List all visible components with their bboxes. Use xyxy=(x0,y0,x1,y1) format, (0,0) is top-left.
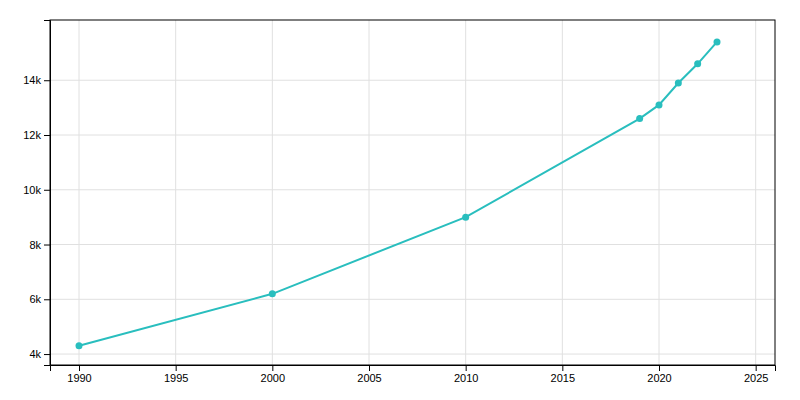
y-tick-label: 14k xyxy=(23,74,41,86)
y-tick-mark xyxy=(44,80,50,81)
grid-line-x xyxy=(79,20,80,365)
x-tick: 1990 xyxy=(67,365,91,384)
grid-line-x xyxy=(465,20,466,365)
x-tick-label: 2005 xyxy=(357,372,381,384)
y-tick-mark xyxy=(44,354,50,355)
y-tick: 8k xyxy=(29,239,50,251)
y-axis: 4k 6k 8k 10k 12k 14k xyxy=(23,21,50,366)
x-tick-label: 2020 xyxy=(647,372,671,384)
grid-line-y xyxy=(50,354,775,355)
grid-line-y xyxy=(50,299,775,300)
x-axis-line xyxy=(51,366,776,372)
point xyxy=(656,101,663,108)
point xyxy=(269,290,276,297)
y-tick-mark xyxy=(44,245,50,246)
grid-line-x xyxy=(562,20,563,365)
y-tick: 14k xyxy=(23,74,50,86)
point xyxy=(675,79,682,86)
y-tick: 10k xyxy=(23,184,50,196)
x-tick-label: 2010 xyxy=(454,372,478,384)
y-tick-label: 10k xyxy=(23,184,41,196)
x-tick: 1995 xyxy=(164,365,188,384)
grid-line-x xyxy=(369,20,370,365)
y-tick-mark xyxy=(44,190,50,191)
point xyxy=(694,60,701,67)
x-tick-label: 2025 xyxy=(744,372,768,384)
x-tick: 2025 xyxy=(744,365,768,384)
y-tick-label: 12k xyxy=(23,129,41,141)
point xyxy=(462,214,469,221)
point xyxy=(76,342,83,349)
grid-line-y xyxy=(50,135,775,136)
y-tick-mark xyxy=(44,135,50,136)
point xyxy=(714,38,721,45)
x-tick-label: 2000 xyxy=(261,372,285,384)
x-tick-label: 1995 xyxy=(164,372,188,384)
y-axis-line xyxy=(44,21,51,366)
grid-line-x xyxy=(659,20,660,365)
x-axis: 1990 1995 2000 2005 2010 2015 2020 2025 xyxy=(51,365,776,384)
point xyxy=(636,115,643,122)
x-tick-mark xyxy=(466,365,467,371)
x-tick: 2010 xyxy=(454,365,478,384)
x-tick: 2005 xyxy=(357,365,381,384)
x-tick-mark xyxy=(369,365,370,371)
y-tick-mark xyxy=(44,299,50,300)
data-layer xyxy=(76,38,721,349)
x-tick-label: 2015 xyxy=(551,372,575,384)
line xyxy=(79,42,717,346)
x-tick-mark xyxy=(659,365,660,371)
plot-frame xyxy=(50,20,775,365)
y-tick-label: 8k xyxy=(29,239,41,251)
x-tick-mark xyxy=(176,365,177,371)
grid xyxy=(50,20,775,365)
x-tick-mark xyxy=(756,365,757,371)
x-tick-mark xyxy=(272,365,273,371)
grid-line-y xyxy=(50,80,775,81)
grid-line-x xyxy=(755,20,756,365)
x-tick-mark xyxy=(562,365,563,371)
grid-line-x xyxy=(175,20,176,365)
x-tick: 2000 xyxy=(261,365,285,384)
chart: 1990 1995 2000 2005 2010 2015 2020 2025 4k 6k 8k 10… xyxy=(0,0,800,400)
x-tick-mark xyxy=(79,365,80,371)
y-tick: 6k xyxy=(29,293,50,305)
y-tick: 4k xyxy=(29,348,50,360)
x-tick-label: 1990 xyxy=(67,372,91,384)
plot: 1990 1995 2000 2005 2010 2015 2020 2025 4k 6k 8k 10… xyxy=(23,20,775,384)
grid-line-y xyxy=(50,189,775,190)
x-tick: 2020 xyxy=(647,365,671,384)
y-tick-label: 4k xyxy=(29,348,41,360)
x-tick: 2015 xyxy=(551,365,575,384)
grid-line-x xyxy=(272,20,273,365)
y-tick-label: 6k xyxy=(29,293,41,305)
y-tick: 12k xyxy=(23,129,50,141)
grid-line-y xyxy=(50,244,775,245)
